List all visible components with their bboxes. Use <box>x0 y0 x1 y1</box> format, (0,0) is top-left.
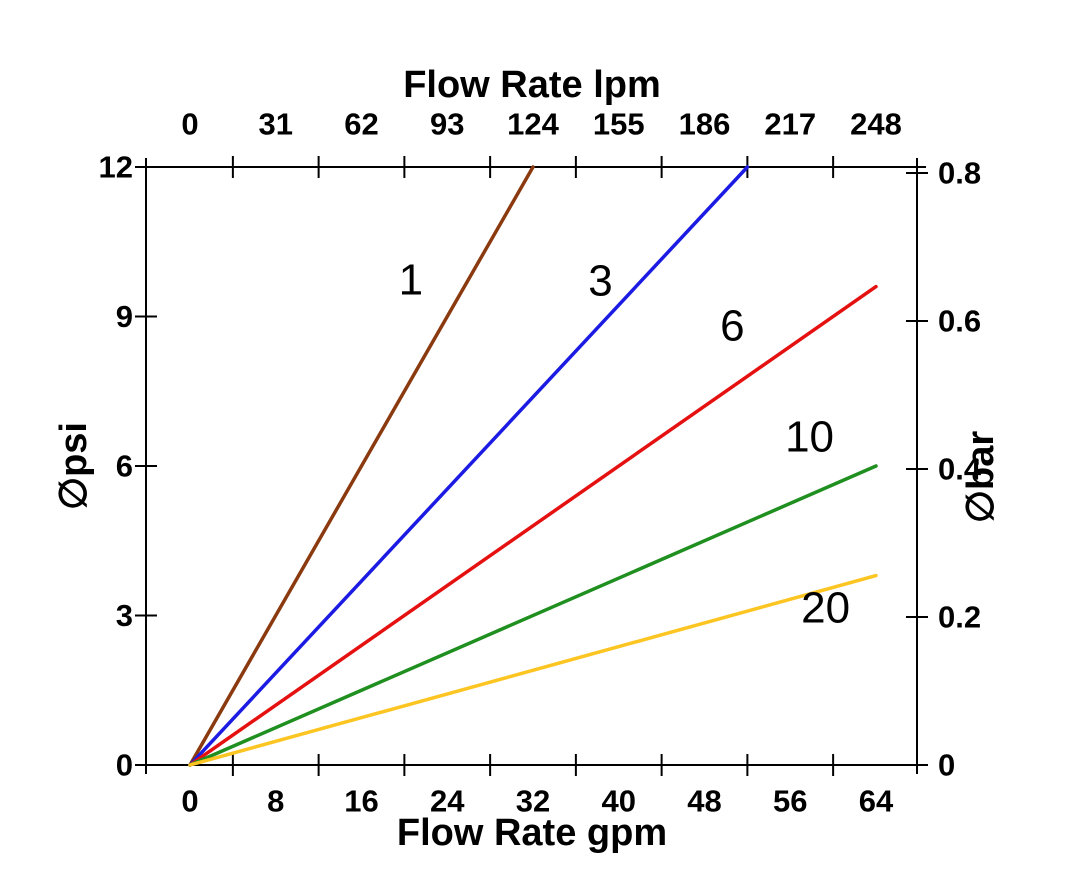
right-axis-title: ∅bar <box>960 431 1002 523</box>
axes-frame <box>137 158 926 774</box>
axis-ticks <box>135 156 928 776</box>
right-axis-tick-label: 0.8 <box>938 155 981 190</box>
bottom-axis-tick-label: 56 <box>773 784 807 819</box>
top-axis-tick-label: 124 <box>507 107 559 142</box>
bottom-axis-tick-label: 48 <box>687 784 721 819</box>
series-label-3: 3 <box>588 257 612 306</box>
series-line-labels: 1 3 6 10 20 <box>399 256 851 633</box>
left-axis-tick-label: 12 <box>99 150 133 185</box>
top-axis-tick-label: 186 <box>679 107 731 142</box>
series-line-1 <box>188 165 535 767</box>
bottom-axis-title: Flow Rate gpm <box>397 812 667 854</box>
left-axis-title: ∅psi <box>53 422 95 510</box>
bottom-axis-tick-label: 8 <box>267 784 284 819</box>
series-lines <box>188 165 878 767</box>
series-line-20 <box>188 573 878 767</box>
left-axis-tick-label: 9 <box>116 299 133 334</box>
series-label-10: 10 <box>785 413 834 462</box>
left-axis-tick-label: 6 <box>116 449 133 484</box>
top-axis-tick-label: 248 <box>850 107 902 142</box>
series-line-10 <box>188 464 878 767</box>
bottom-axis-tick-label: 24 <box>430 784 465 819</box>
bottom-axis-tick-label: 32 <box>516 784 550 819</box>
right-axis-tick-label: 0.2 <box>938 599 981 634</box>
left-axis-tick-label: 3 <box>116 598 133 633</box>
right-axis-tick-label: 0.6 <box>938 303 981 338</box>
bottom-axis-tick-label: 0 <box>181 784 198 819</box>
right-axis-tick-label: 0 <box>938 748 955 783</box>
top-axis-tick-label: 62 <box>344 107 378 142</box>
top-axis-tick-label: 155 <box>593 107 645 142</box>
left-axis-tick-label: 0 <box>116 748 133 783</box>
top-axis-title: Flow Rate lpm <box>403 64 661 106</box>
top-axis-tick-label: 217 <box>764 107 816 142</box>
right-axis-tick-label: 0.4 <box>938 451 982 486</box>
top-axis-tick-label: 0 <box>181 107 198 142</box>
series-label-20: 20 <box>801 584 850 633</box>
bottom-axis-tick-label: 40 <box>602 784 636 819</box>
series-label-1: 1 <box>399 256 423 305</box>
series-line-3 <box>188 165 750 767</box>
axis-tick-labels: 0083116622493321244015548186562176424803… <box>99 107 982 819</box>
series-line-6 <box>188 284 878 767</box>
bottom-axis-tick-label: 16 <box>344 784 378 819</box>
series-label-6: 6 <box>720 301 744 350</box>
top-axis-tick-label: 93 <box>430 107 464 142</box>
bottom-axis-tick-label: 64 <box>859 784 894 819</box>
top-axis-tick-label: 31 <box>259 107 293 142</box>
